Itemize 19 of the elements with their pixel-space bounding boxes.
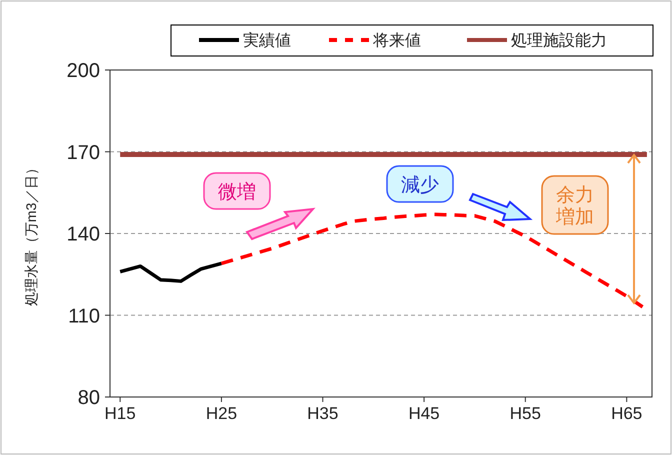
annotation: 余力増加 [555,185,594,228]
x-tick-label: H35 [307,404,338,423]
annotation: 減少 [401,175,439,196]
y-tick-label: 140 [66,224,100,246]
y-axis-title: 処理水量（万m3／日） [23,160,39,306]
y-tick-label: 110 [68,305,100,328]
y-tick-label: 170 [66,142,100,164]
legend-label: 実績値 [243,32,291,50]
legend-label: 処理施設能力 [511,32,607,50]
x-tick-label: H45 [408,404,440,423]
x-tick-label: H65 [611,404,642,423]
y-tick-label: 80 [78,387,100,409]
annotation: 微増 [218,181,256,203]
legend-label: 将来値 [372,32,421,50]
y-tick-label: 200 [66,60,100,82]
x-tick-label: H25 [206,404,238,423]
x-tick-label: H55 [510,404,541,423]
x-tick-label: H15 [104,404,136,423]
line-series [118,262,224,283]
